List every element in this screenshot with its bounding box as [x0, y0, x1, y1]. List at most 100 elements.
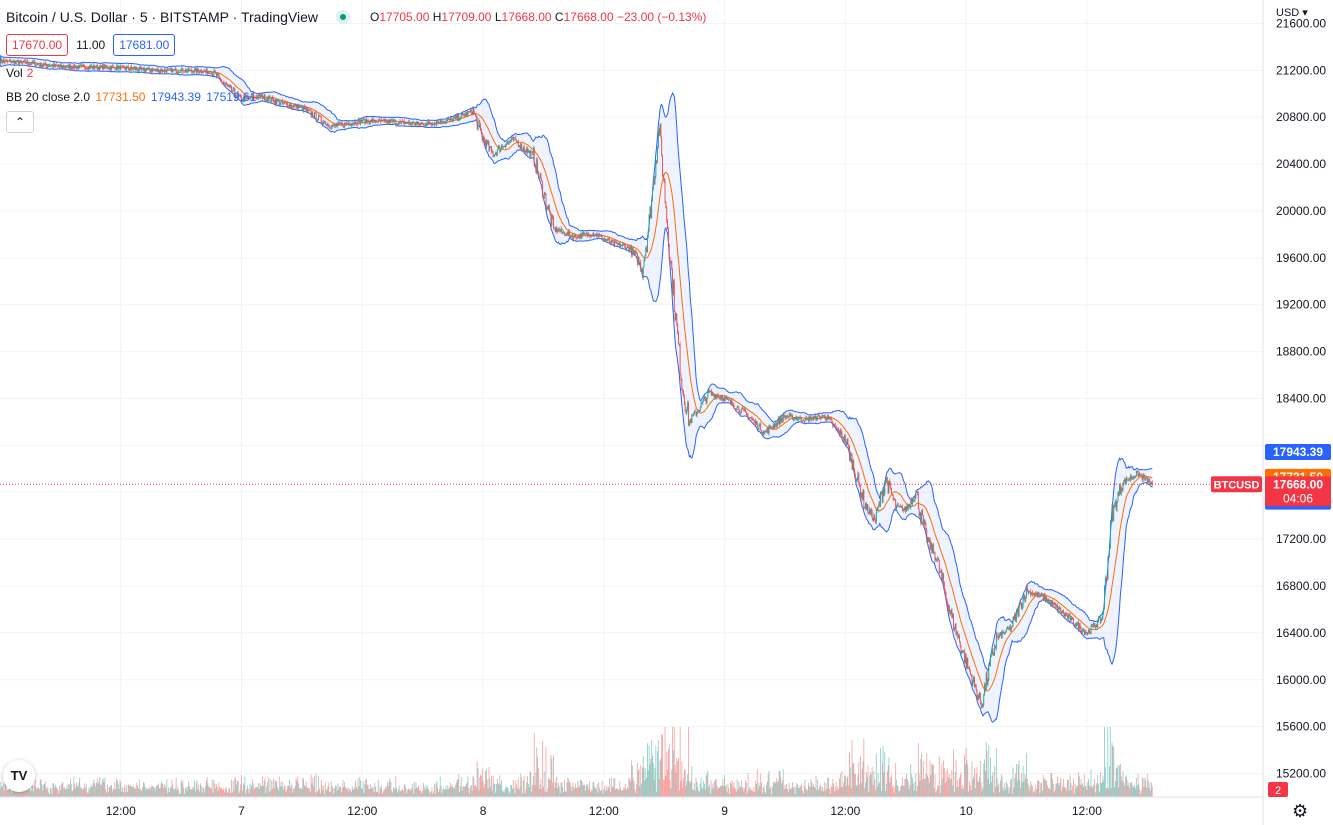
price-tick-label: 21600.00 — [1276, 16, 1326, 30]
candle-body — [579, 234, 581, 238]
volume-bar — [1125, 776, 1126, 797]
candle-body — [474, 113, 476, 115]
volume-bar — [1060, 777, 1062, 797]
candle-body — [324, 121, 325, 123]
candle-body — [567, 232, 569, 236]
volume-bar — [381, 785, 382, 797]
candle-body — [40, 62, 42, 67]
candle-body — [1110, 522, 1112, 523]
candle-body — [13, 61, 14, 62]
candle-body — [305, 107, 307, 111]
candle-body — [875, 519, 876, 522]
candle-body — [788, 414, 790, 418]
volume-bar — [823, 782, 825, 797]
volume-bar — [725, 786, 726, 797]
volume-bar — [890, 777, 892, 797]
volume-bar — [316, 791, 318, 797]
market-status-icon[interactable] — [336, 10, 350, 24]
volume-bar — [816, 790, 818, 797]
candle-body — [478, 120, 480, 122]
gear-icon[interactable]: ⚙ — [1292, 801, 1309, 821]
candle-body — [758, 425, 760, 430]
candle-body — [642, 269, 643, 278]
volume-bar — [390, 782, 392, 797]
tradingview-logo-icon[interactable]: TV — [3, 760, 35, 792]
volume-bar — [403, 784, 405, 797]
candle-body — [101, 65, 102, 67]
volume-bar — [683, 769, 685, 797]
candle-body — [1035, 593, 1037, 595]
candle-body — [587, 233, 589, 236]
candle-body — [395, 120, 397, 125]
candle-body — [835, 425, 837, 429]
candle-body — [16, 60, 18, 63]
candle-body — [740, 412, 741, 414]
candle-body — [316, 119, 318, 121]
volume-bar — [668, 748, 669, 797]
sell-price-button[interactable]: 17670.00 — [6, 34, 69, 56]
volume-bar — [490, 786, 492, 797]
candle-body — [515, 137, 517, 141]
candle-body — [1139, 473, 1141, 475]
volume-bar — [1113, 746, 1115, 797]
volume-bar — [140, 789, 142, 797]
candle-body — [953, 628, 955, 630]
candle-body — [55, 64, 57, 66]
candle-body — [722, 397, 724, 401]
candle-body — [186, 70, 188, 72]
buy-price-button[interactable]: 17681.00 — [113, 34, 176, 56]
candle-body — [100, 65, 102, 67]
volume-bar — [508, 791, 510, 797]
candle-body — [202, 72, 204, 73]
candle-body — [1060, 609, 1062, 613]
candle-body — [935, 559, 937, 561]
candle-body — [803, 420, 804, 422]
candle-body — [640, 262, 642, 272]
volume-bar — [385, 786, 387, 797]
candle-body — [460, 117, 461, 120]
volume-bar — [333, 793, 335, 797]
candle-body — [107, 68, 109, 70]
candle-body — [122, 65, 124, 67]
candle-body — [200, 70, 201, 73]
candle-body — [1000, 632, 1002, 638]
bb-lower-line[interactable] — [0, 64, 1153, 723]
candle-body — [33, 62, 35, 63]
volume-bar — [999, 792, 1001, 797]
volume-bar — [454, 788, 455, 797]
candle-body — [496, 150, 498, 155]
volume-bar — [65, 789, 67, 797]
symbol-title[interactable]: Bitcoin / U.S. Dollar · 5 · BITSTAMP · T… — [6, 9, 318, 25]
volume-bar — [932, 764, 933, 797]
candle-body — [891, 494, 893, 496]
candle-body — [582, 233, 584, 235]
candle-body — [720, 396, 722, 399]
volume-legend[interactable]: Vol 2 — [6, 66, 33, 80]
candle-body — [526, 148, 528, 153]
candle-body — [652, 188, 653, 201]
candle-body — [736, 406, 738, 410]
volume-bar — [860, 782, 862, 797]
volume-bar — [238, 792, 240, 797]
chevron-up-icon[interactable]: ⌃ — [6, 111, 34, 133]
candle-body — [854, 469, 855, 476]
volume-bar — [91, 784, 92, 797]
candle-body — [341, 123, 343, 125]
candle-body — [904, 507, 906, 510]
currency-selector[interactable]: USD ▾ — [1276, 7, 1308, 19]
volume-bar — [817, 779, 819, 797]
candle-body — [644, 255, 646, 260]
candle-body — [68, 65, 70, 69]
bb-upper-line[interactable] — [0, 54, 1153, 672]
candle-body — [892, 495, 894, 499]
candle-body — [505, 144, 507, 148]
volume-bar — [912, 778, 913, 797]
volume-bar — [916, 791, 918, 797]
candle-body — [242, 97, 244, 101]
candle-body — [31, 61, 33, 65]
bollinger-legend[interactable]: BB 20 close 2.0 17731.50 17943.39 17519.… — [6, 90, 256, 104]
candle-body — [414, 124, 416, 126]
candle-body — [1142, 474, 1144, 480]
volume-bar — [402, 788, 403, 797]
